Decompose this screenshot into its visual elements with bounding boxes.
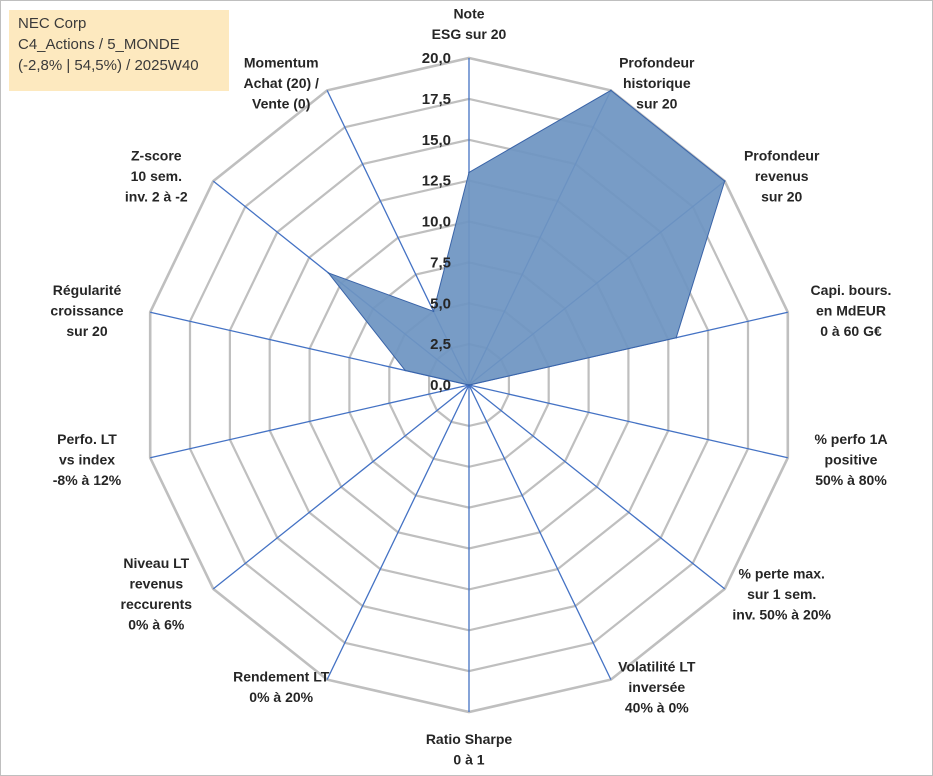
data-point (468, 171, 470, 174)
axis-spoke (326, 384, 470, 680)
axis-spoke (212, 384, 470, 590)
axis-label-line: vs index (59, 452, 115, 468)
tick-label: 5,0 (430, 295, 451, 312)
radar-tick-labels: 0,0 2,5 5,0 7,5 10,0 12,5 15,0 17,5 20,0 (422, 50, 451, 394)
axis-label-line: Profondeur (744, 148, 820, 164)
axis-label-line: Profondeur (619, 55, 695, 71)
data-point (723, 180, 726, 182)
axis-label-line: revenus (755, 168, 809, 184)
axis-spoke (468, 384, 726, 590)
axis-label: Régularité croissance sur 20 (50, 282, 123, 339)
axis-label: Note ESG sur 20 (432, 6, 507, 43)
data-point (404, 369, 407, 372)
axis-label-line: Achat (20) / (243, 75, 319, 91)
axis-spoke (468, 384, 788, 459)
portfolio-name: C4_Actions / 5_MONDE (18, 36, 180, 53)
axis-label-line: inv. 50% à 20% (732, 606, 831, 622)
axis-spoke (468, 384, 612, 680)
tick-label: 17,5 (422, 91, 451, 108)
axis-label-line: Note (453, 6, 484, 22)
axis-label-line: Ratio Sharpe (426, 731, 513, 747)
tick-label: 12,5 (422, 173, 451, 190)
tick-label: 20,0 (422, 50, 451, 67)
axis-label: Perfo. LT vs index -8% à 12% (53, 431, 122, 488)
axis-label-line: Vente (0) (252, 96, 310, 112)
axis-label-line: revenus (129, 576, 183, 592)
tick-label: 2,5 (430, 336, 451, 353)
data-point (327, 272, 330, 274)
axis-spoke (150, 384, 470, 459)
axis-label-line: % perfo 1A (814, 431, 887, 447)
tick-label: 0,0 (430, 377, 451, 394)
axis-label-line: sur 20 (636, 96, 677, 112)
axis-label-line: Perfo. LT (57, 431, 117, 447)
axis-label-line: Momentum (244, 55, 319, 71)
axis-label-line: inversée (628, 679, 685, 695)
axis-label: Ratio Sharpe 0 à 1 (426, 731, 513, 768)
axis-label-line: positive (825, 452, 878, 468)
axis-label-line: inv. 2 à -2 (125, 189, 188, 205)
company-name: NEC Corp (18, 15, 87, 32)
axis-label-line: 0% à 20% (249, 689, 313, 705)
axis-label-line: reccurents (121, 596, 193, 612)
axis-label-line: 0 à 1 (453, 752, 484, 768)
axis-label-line: en MdEUR (816, 303, 886, 319)
axis-label-line: 40% à 0% (625, 699, 689, 715)
tick-label: 15,0 (422, 132, 451, 149)
radar-axis-labels: Note ESG sur 20 Profondeur historique sur 20… (50, 6, 891, 768)
axis-label-line: croissance (50, 303, 123, 319)
data-point (432, 310, 435, 313)
performance-stats: (-2,8% | 54,5%) / 2025W40 (18, 57, 199, 74)
axis-label: Rendement LT 0% à 20% (233, 669, 330, 706)
info-box: NEC Corp C4_Actions / 5_MONDE (-2,8% | 5… (9, 10, 229, 91)
axis-label-line: 0 à 60 G€ (820, 323, 882, 339)
axis-label-line: Volatilité LT (618, 658, 696, 674)
axis-label: Momentum Achat (20) / Vente (0) (243, 55, 319, 112)
axis-label-line: % perte max. (739, 565, 825, 581)
axis-label-line: sur 1 sem. (747, 586, 816, 602)
axis-label: % perte max. sur 1 sem. inv. 50% à 20% (732, 565, 831, 622)
axis-label-line: Z-score (131, 148, 182, 164)
axis-label: Z-score 10 sem. inv. 2 à -2 (125, 148, 188, 205)
axis-label-line: Niveau LT (123, 555, 189, 571)
axis-label-line: 10 sem. (131, 168, 182, 184)
axis-label: Volatilité LT inversée 40% à 0% (618, 658, 696, 715)
axis-label: Capi. bours. en MdEUR 0 à 60 G€ (811, 282, 892, 339)
axis-label-line: 0% à 6% (128, 617, 185, 633)
axis-label-line: Capi. bours. (811, 282, 892, 298)
axis-label: % perfo 1A positive 50% à 80% (814, 431, 887, 488)
axis-label-line: Rendement LT (233, 669, 330, 685)
axis-label-line: -8% à 12% (53, 472, 122, 488)
axis-label-line: 50% à 80% (815, 472, 887, 488)
radar-series (326, 89, 726, 386)
axis-label: Niveau LT revenus reccurents 0% à 6% (121, 555, 193, 633)
data-point (675, 336, 677, 339)
axis-label-line: sur 20 (66, 323, 107, 339)
tick-label: 7,5 (430, 254, 451, 271)
axis-label: Profondeur historique sur 20 (619, 55, 695, 112)
tick-label: 10,0 (422, 214, 451, 231)
axis-label-line: ESG sur 20 (432, 26, 507, 42)
axis-label-line: historique (623, 75, 691, 91)
data-point (468, 384, 470, 386)
axis-label-line: sur 20 (761, 189, 802, 205)
data-point (610, 89, 612, 92)
axis-label: Profondeur revenus sur 20 (744, 148, 820, 205)
axis-label-line: Régularité (53, 282, 122, 298)
